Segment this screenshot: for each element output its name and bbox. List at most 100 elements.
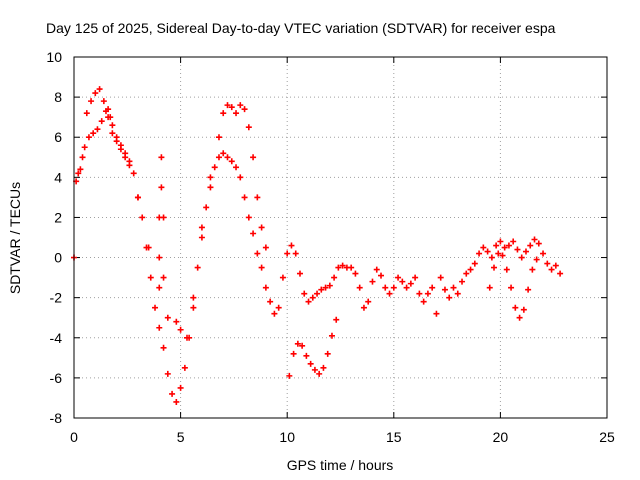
data-point — [85, 134, 92, 141]
data-point — [378, 272, 385, 279]
data-point — [552, 262, 559, 269]
data-point — [198, 234, 205, 241]
data-point — [98, 118, 105, 125]
data-point — [254, 250, 261, 257]
data-point — [429, 284, 436, 291]
data-point — [331, 274, 338, 281]
data-point — [258, 224, 265, 231]
y-tick-label: -8 — [50, 410, 63, 426]
data-point — [335, 264, 342, 271]
data-point — [522, 248, 529, 255]
data-point — [352, 270, 359, 277]
x-tick-label: 0 — [70, 429, 78, 445]
y-tick-label: 6 — [54, 129, 62, 145]
data-point — [211, 164, 218, 171]
data-point — [305, 298, 312, 305]
data-point — [122, 154, 129, 161]
data-point — [535, 240, 542, 247]
data-point — [75, 170, 82, 177]
data-point — [126, 162, 133, 169]
chart-title: Day 125 of 2025, Sidereal Day-to-day VTE… — [46, 20, 556, 36]
data-point — [437, 274, 444, 281]
y-tick-labels: -8 -6 -4 -2 0 2 4 6 8 10 — [46, 49, 62, 426]
data-point — [220, 110, 227, 117]
data-point — [497, 238, 504, 245]
data-point — [395, 274, 402, 281]
data-point — [275, 304, 282, 311]
data-point — [250, 154, 257, 161]
y-tick-label: 0 — [54, 250, 62, 266]
x-tick-label: 15 — [386, 429, 402, 445]
data-point — [267, 298, 274, 305]
data-point — [105, 106, 112, 113]
data-point — [220, 150, 227, 157]
data-point — [228, 104, 235, 111]
x-tick-label: 25 — [599, 429, 615, 445]
data-point — [207, 184, 214, 191]
data-point — [501, 244, 508, 251]
data-point — [390, 284, 397, 291]
data-point — [109, 130, 116, 137]
series-lower-trace — [286, 316, 340, 379]
data-point — [88, 98, 95, 105]
data-point — [181, 364, 188, 371]
data-point — [117, 146, 124, 153]
data-point — [233, 164, 240, 171]
data-point — [484, 248, 491, 255]
data-point — [441, 286, 448, 293]
data-point — [94, 126, 101, 133]
data-point — [557, 270, 564, 277]
data-point — [471, 260, 478, 267]
data-point — [271, 310, 278, 317]
series-late-loop — [486, 250, 540, 321]
data-point — [548, 266, 555, 273]
data-point — [476, 250, 483, 257]
data-point — [307, 360, 314, 367]
data-points — [71, 86, 564, 405]
data-point — [90, 130, 97, 137]
data-point — [318, 286, 325, 293]
data-point — [339, 262, 346, 269]
data-point — [373, 266, 380, 273]
data-point — [105, 114, 112, 121]
data-point — [190, 294, 197, 301]
data-point — [333, 316, 340, 323]
data-point — [324, 350, 331, 357]
data-point — [320, 364, 327, 371]
data-point — [316, 370, 323, 377]
data-point — [254, 194, 261, 201]
data-point — [527, 242, 534, 249]
y-tick-label: 8 — [54, 89, 62, 105]
data-point — [262, 284, 269, 291]
data-point — [292, 250, 299, 257]
data-point — [296, 270, 303, 277]
axis-ticks — [73, 56, 608, 419]
series-main-trace — [71, 106, 564, 405]
data-point — [531, 236, 538, 243]
data-point — [224, 102, 231, 109]
data-point — [233, 110, 240, 117]
x-tick-label: 10 — [279, 429, 295, 445]
data-point — [245, 124, 252, 131]
data-point — [177, 384, 184, 391]
data-point — [516, 314, 523, 321]
data-point — [279, 274, 286, 281]
data-point — [495, 250, 502, 257]
data-point — [100, 98, 107, 105]
data-point — [203, 204, 210, 211]
data-point — [386, 290, 393, 297]
data-point — [360, 304, 367, 311]
x-tick-label: 20 — [493, 429, 509, 445]
data-point — [459, 278, 466, 285]
data-point — [505, 242, 512, 249]
y-tick-label: 4 — [54, 169, 62, 185]
data-point — [518, 254, 525, 261]
data-point — [322, 284, 329, 291]
data-point — [420, 298, 427, 305]
data-point — [77, 166, 84, 173]
data-point — [96, 86, 103, 93]
data-point — [480, 244, 487, 251]
data-point — [224, 154, 231, 161]
series-spike — [156, 154, 167, 281]
data-point — [512, 304, 519, 311]
